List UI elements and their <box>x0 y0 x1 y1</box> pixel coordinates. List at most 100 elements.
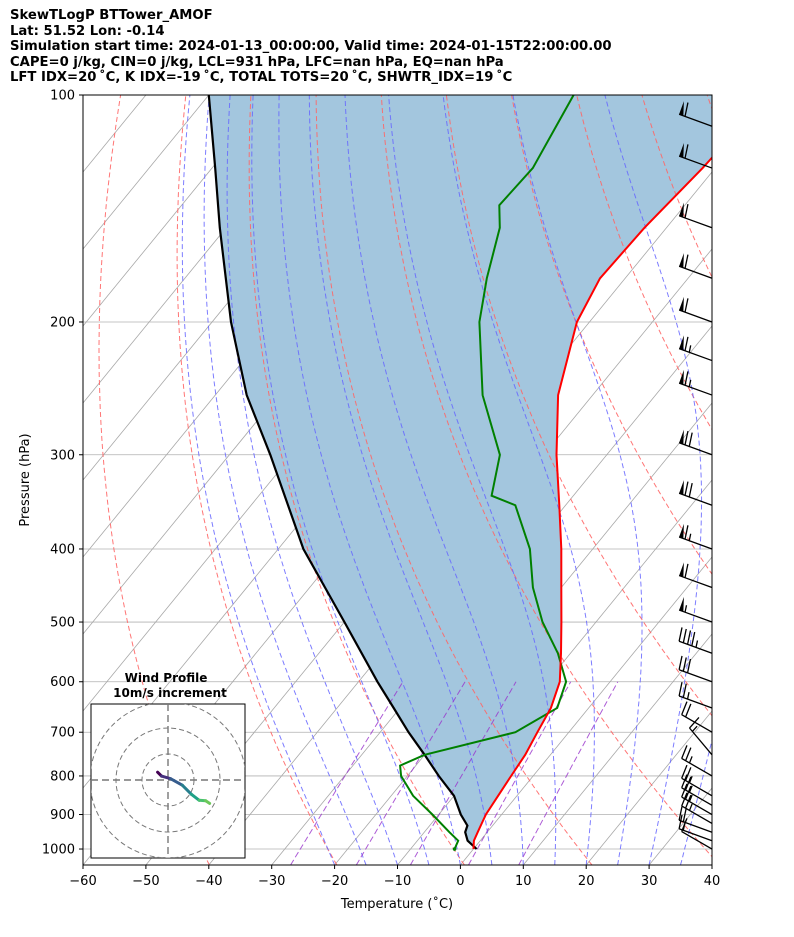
hodograph-inset: Wind Profile 10m/s increment <box>90 671 246 859</box>
mixing-ratio-line <box>409 681 517 865</box>
hodograph-segment <box>189 792 201 802</box>
station-title: SkewTLogP BTTower_AMOF <box>10 8 213 23</box>
x-tick-label: −60 <box>69 874 96 889</box>
y-tick-label: 900 <box>50 808 75 823</box>
wind-barb <box>678 655 713 683</box>
x-tick-label: −20 <box>321 874 348 889</box>
x-tick-label: 0 <box>456 874 464 889</box>
y-tick-label: 400 <box>50 542 75 557</box>
chart-header: SkewTLogP BTTower_AMOF Lat: 51.52 Lon: -… <box>10 8 612 86</box>
isotherm <box>271 325 712 865</box>
hodograph-subtitle: 10m/s increment <box>113 686 227 700</box>
isotherm <box>83 95 84 96</box>
hodograph-segment <box>180 783 193 796</box>
wind-barb <box>689 717 713 756</box>
hodograph-title: Wind Profile <box>125 671 208 685</box>
wind-barb <box>678 101 713 127</box>
wind-barb <box>678 627 713 654</box>
adiabat-lines <box>98 95 794 865</box>
y-tick-label: 100 <box>50 89 75 104</box>
hodograph-segment <box>204 799 212 805</box>
wind-barb <box>681 701 713 733</box>
dry-adiabat <box>772 95 794 865</box>
x-tick-label: −30 <box>258 874 285 889</box>
profile-lines <box>207 95 712 851</box>
isotherm <box>460 556 712 865</box>
x-tick-label: 40 <box>704 874 721 889</box>
simulation-time-line: Simulation start time: 2024-01-13_00:00:… <box>10 39 612 55</box>
y-axis-label: Pressure (hPa) <box>18 433 33 526</box>
cape-shading <box>208 95 712 849</box>
dry-adiabat <box>641 95 712 279</box>
moist-adiabat <box>203 95 367 865</box>
dry-adiabat <box>445 95 712 717</box>
hodograph-plot <box>91 704 245 858</box>
moist-adiabat <box>226 95 398 865</box>
y-tick-label: 600 <box>50 675 75 690</box>
y-tick-label: 700 <box>50 726 75 741</box>
isotherm <box>585 710 712 865</box>
x-tick-label: 10 <box>515 874 532 889</box>
x-tick-label: −50 <box>132 874 159 889</box>
lat-lon-line: Lat: 51.52 Lon: -0.14 <box>10 23 165 39</box>
wind-barb <box>678 202 713 229</box>
dewpoint-surface-point <box>452 847 457 851</box>
moist-adiabat <box>278 95 461 865</box>
x-tick-label: −40 <box>195 874 222 889</box>
wind-barb <box>681 783 713 816</box>
wind-barb <box>678 480 713 506</box>
dry-adiabat <box>248 95 465 865</box>
dry-adiabat <box>511 95 712 576</box>
isotherm <box>83 95 210 250</box>
hodograph-segment <box>160 774 173 781</box>
x-axis-label: Temperature (˚C) <box>340 896 453 912</box>
moist-adiabat <box>388 95 557 865</box>
moist-adiabat <box>181 95 336 865</box>
moist-adiabat <box>308 95 493 865</box>
parcel-profile-line <box>207 95 478 850</box>
isotherm <box>522 633 712 865</box>
wind-barb <box>678 253 713 279</box>
wind-barb <box>678 142 713 169</box>
moist-adiabat <box>680 737 712 865</box>
y-tick-label: 500 <box>50 616 75 631</box>
wind-barb <box>678 429 713 456</box>
x-tick-label: 30 <box>641 874 658 889</box>
x-tick-label: −10 <box>384 874 411 889</box>
wind-barb <box>681 774 713 806</box>
y-tick-label: 1000 <box>42 843 75 858</box>
dry-adiabat <box>176 95 338 865</box>
wind-barb <box>681 764 713 797</box>
mixing-ratio-line <box>355 681 466 865</box>
wind-barb <box>678 296 713 323</box>
moist-adiabat <box>604 95 703 865</box>
moist-adiabat <box>711 863 712 865</box>
wind-barb <box>681 792 713 825</box>
mixing-ratio-line <box>518 681 619 865</box>
hodograph-segment <box>169 777 184 787</box>
mixing-ratio-line <box>290 681 404 865</box>
moist-adiabat <box>251 95 430 865</box>
dry-adiabat <box>706 95 712 111</box>
wind-barb <box>678 682 713 709</box>
cape-area <box>208 95 712 849</box>
wind-barb <box>678 562 713 589</box>
wind-barb <box>678 814 713 842</box>
wind-barb <box>678 596 713 623</box>
moist-adiabat <box>344 95 524 865</box>
mixing-ratio-line <box>468 681 572 865</box>
isotherm <box>648 787 712 865</box>
wind-barb <box>678 369 713 396</box>
x-tick-label: 20 <box>578 874 595 889</box>
dewpoint-profile-line <box>399 95 575 850</box>
y-tick-label: 800 <box>50 769 75 784</box>
dry-adiabat <box>380 95 712 858</box>
moist-adiabat <box>512 95 643 865</box>
wind-barb <box>678 806 713 833</box>
isotherm <box>711 864 712 865</box>
temperature-profile-line <box>472 156 712 850</box>
wind-barb <box>678 523 713 550</box>
dry-adiabat <box>315 95 593 865</box>
